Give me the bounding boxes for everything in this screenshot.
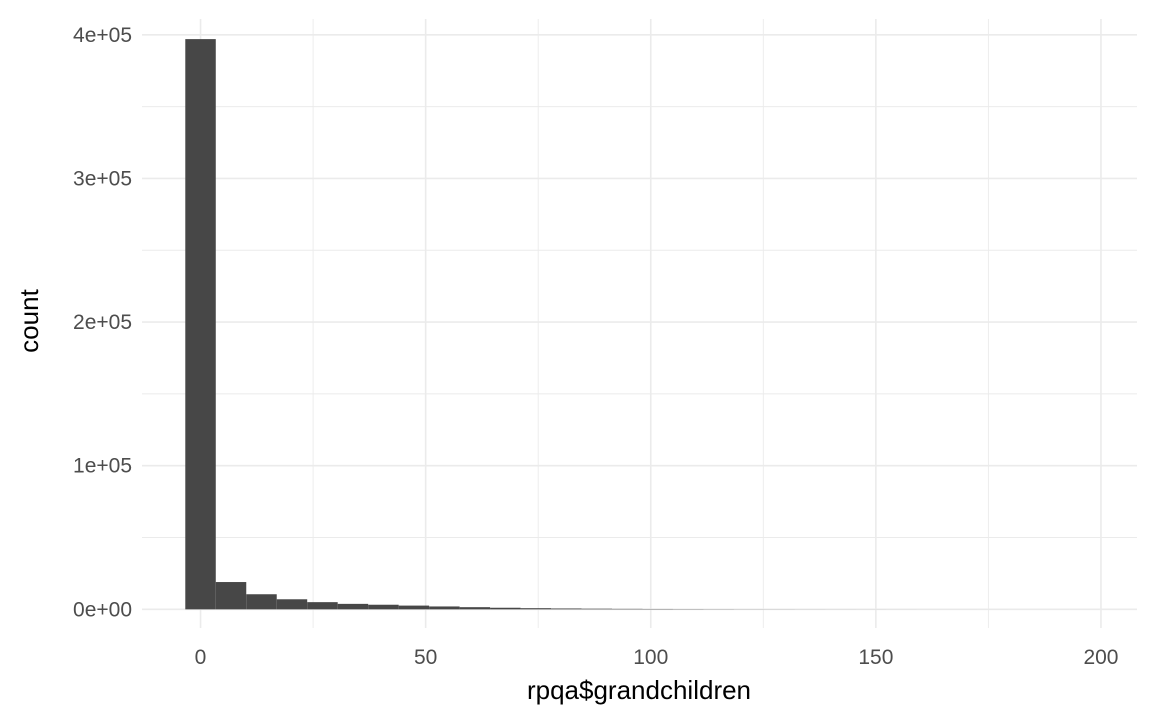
histogram-bar	[521, 608, 551, 609]
x-tick-label: 200	[1083, 646, 1118, 669]
grid-lines	[142, 19, 1137, 628]
y-axis-title: count	[14, 288, 44, 352]
histogram-bar	[185, 39, 215, 609]
y-tick-label: 0e+00	[73, 598, 132, 621]
y-axis-tick-labels: 0e+00 1e+05 2e+05 3e+05 4e+05	[73, 24, 132, 622]
histogram-bar	[460, 607, 490, 609]
histogram-bar	[368, 605, 398, 610]
histogram-bar	[338, 604, 368, 609]
x-tick-label: 100	[633, 646, 668, 669]
histogram-bars	[185, 39, 1099, 609]
histogram-bar	[277, 599, 307, 609]
x-axis-title: rpqa$grandchildren	[527, 675, 751, 705]
histogram-bar	[307, 602, 337, 609]
histogram-bar	[399, 606, 429, 610]
x-tick-label: 150	[858, 646, 893, 669]
histogram-bar	[551, 608, 581, 609]
histogram-bar	[246, 594, 276, 609]
histogram-bar	[490, 608, 520, 610]
histogram-bar	[429, 606, 459, 609]
y-tick-label: 1e+05	[73, 455, 132, 478]
y-tick-label: 3e+05	[73, 167, 132, 190]
y-tick-label: 2e+05	[73, 311, 132, 334]
histogram-bar	[582, 609, 612, 610]
histogram-bar	[216, 582, 246, 609]
x-tick-label: 0	[195, 646, 207, 669]
x-axis-tick-labels: 0 50 100 150 200	[195, 646, 1119, 669]
y-tick-label: 4e+05	[73, 24, 132, 47]
x-tick-label: 50	[414, 646, 437, 669]
